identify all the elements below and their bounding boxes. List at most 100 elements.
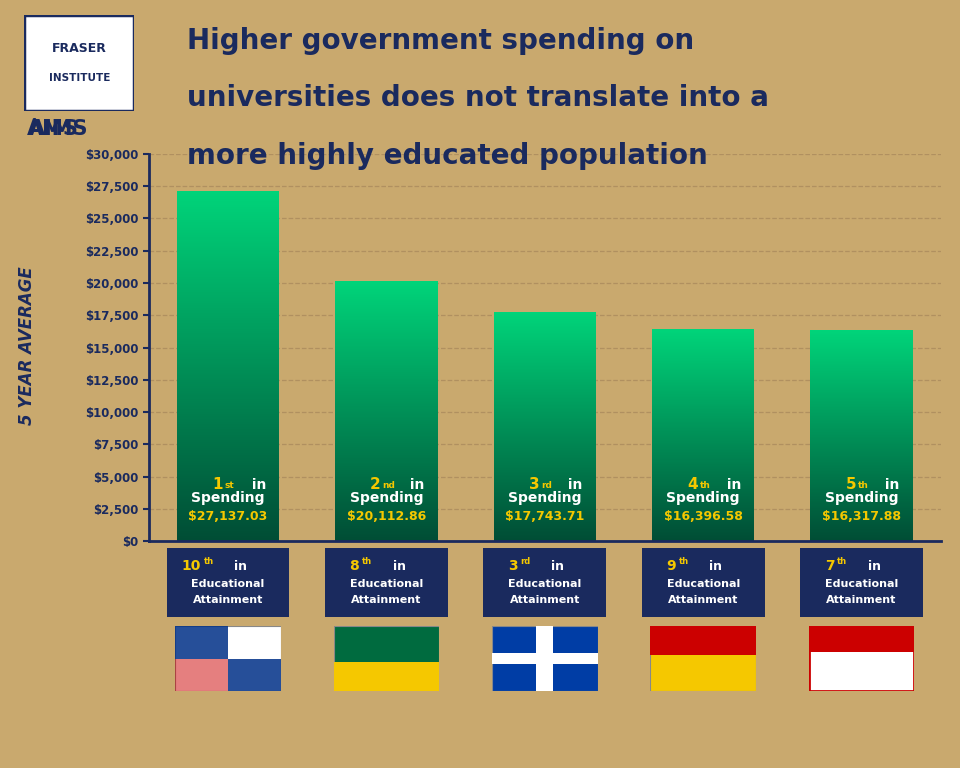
Bar: [177, 485, 279, 486]
Bar: [335, 528, 438, 529]
Bar: [177, 386, 279, 387]
Bar: [177, 474, 279, 475]
Bar: [177, 523, 279, 524]
Bar: [177, 359, 279, 360]
Bar: [177, 372, 279, 373]
Bar: [177, 413, 279, 414]
Bar: [335, 443, 438, 445]
Text: 4: 4: [687, 478, 698, 492]
Bar: [335, 526, 438, 527]
Bar: [177, 481, 279, 482]
Bar: [177, 383, 279, 385]
Bar: [177, 428, 279, 429]
Bar: [335, 456, 438, 458]
Bar: [177, 366, 279, 367]
Bar: [335, 349, 438, 350]
Bar: [335, 385, 438, 386]
Bar: [335, 284, 438, 285]
Text: FRASER: FRASER: [52, 42, 107, 55]
Bar: [177, 260, 279, 261]
Bar: [335, 507, 438, 508]
Bar: [177, 436, 279, 437]
Bar: [335, 350, 438, 351]
Text: Spending: Spending: [508, 492, 582, 505]
Bar: [335, 372, 438, 373]
Bar: [177, 524, 279, 525]
Bar: [335, 326, 438, 327]
Bar: [335, 412, 438, 413]
Bar: [335, 351, 438, 352]
Bar: [177, 295, 279, 296]
Bar: [177, 385, 279, 386]
Bar: [335, 296, 438, 297]
Bar: [177, 525, 279, 526]
Bar: [335, 445, 438, 446]
Text: 2: 2: [370, 478, 381, 492]
Bar: [177, 419, 279, 420]
Bar: [177, 535, 279, 537]
Bar: [177, 228, 279, 229]
Bar: [177, 220, 279, 221]
Bar: [335, 458, 438, 459]
Text: th: th: [204, 557, 213, 566]
Bar: [335, 316, 438, 317]
Bar: [335, 295, 438, 296]
Bar: [177, 323, 279, 324]
Bar: [177, 425, 279, 427]
Bar: [335, 323, 438, 324]
Bar: [335, 490, 438, 492]
Bar: [177, 291, 279, 293]
Bar: [175, 659, 228, 691]
Bar: [177, 423, 279, 425]
Bar: [335, 520, 438, 521]
Bar: [177, 478, 279, 479]
Text: INSTITUTE: INSTITUTE: [49, 73, 109, 83]
Bar: [335, 425, 438, 426]
Bar: [335, 380, 438, 381]
Bar: [177, 504, 279, 505]
Bar: [177, 465, 279, 467]
Bar: [335, 525, 438, 526]
Text: $20,112.86: $20,112.86: [347, 511, 426, 523]
Bar: [335, 486, 438, 487]
Bar: [177, 461, 279, 462]
Bar: [177, 278, 279, 280]
Bar: [335, 381, 438, 382]
Bar: [335, 454, 438, 455]
Bar: [335, 325, 438, 326]
Bar: [335, 431, 438, 432]
Bar: [177, 342, 279, 343]
Bar: [177, 280, 279, 282]
Bar: [177, 207, 279, 208]
Bar: [808, 626, 914, 652]
Bar: [335, 373, 438, 374]
Text: Educational: Educational: [191, 578, 265, 588]
Bar: [177, 286, 279, 288]
Bar: [177, 300, 279, 302]
Bar: [335, 447, 438, 448]
Bar: [335, 337, 438, 338]
Bar: [335, 506, 438, 507]
Bar: [335, 488, 438, 489]
Bar: [335, 436, 438, 438]
Bar: [177, 410, 279, 412]
Bar: [335, 286, 438, 287]
Bar: [335, 332, 438, 333]
Bar: [177, 234, 279, 235]
Bar: [177, 374, 279, 376]
Bar: [335, 428, 438, 429]
Bar: [177, 304, 279, 305]
Bar: [177, 251, 279, 253]
Bar: [177, 307, 279, 309]
Text: 5: 5: [846, 478, 856, 492]
Bar: [335, 360, 438, 361]
Bar: [335, 299, 438, 300]
Bar: [177, 327, 279, 329]
Bar: [177, 345, 279, 346]
Text: in: in: [880, 478, 900, 492]
Bar: [177, 337, 279, 338]
Bar: [335, 519, 438, 520]
Bar: [177, 497, 279, 498]
Bar: [335, 433, 438, 434]
Bar: [335, 498, 438, 499]
